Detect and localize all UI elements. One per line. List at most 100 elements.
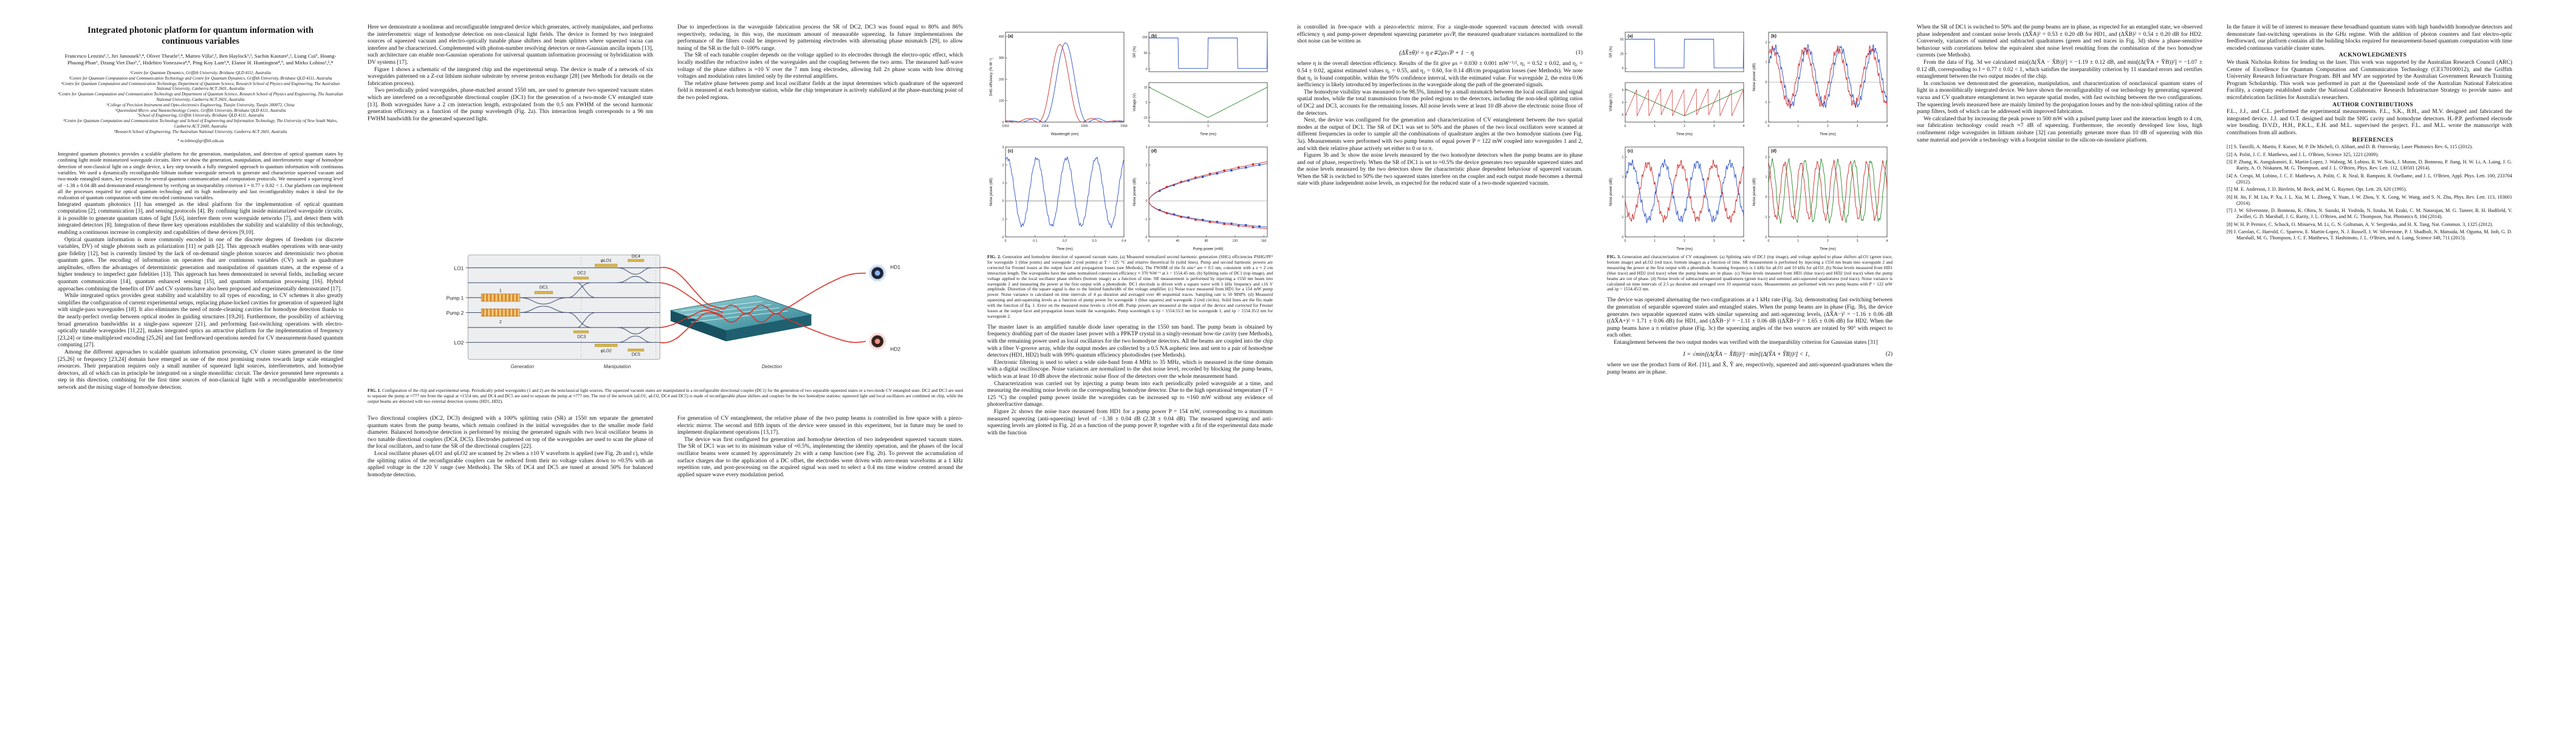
- column-3: Due to imperfections in the waveguide fa…: [677, 24, 963, 714]
- svg-text:160: 160: [1261, 239, 1267, 243]
- ppln-waveguide-1: [481, 293, 520, 302]
- column-8: In the future it will be of interest to …: [2227, 24, 2512, 714]
- svg-text:(c): (c): [1008, 149, 1013, 154]
- svg-text:1: 1: [1207, 125, 1209, 128]
- svg-text:3: 3: [1146, 146, 1148, 149]
- svg-text:-2: -2: [1001, 236, 1004, 239]
- svg-text:0: 0: [1146, 68, 1148, 72]
- corresponding-email: * m.lobino@griffith.edu.au: [177, 138, 224, 143]
- equation-1: (ΔX̂±θ)² = η e∓2μs√P + 1 − η (1): [1297, 50, 1583, 57]
- homodyne-detector-2: [869, 332, 886, 350]
- svg-text:25: 25: [1620, 52, 1624, 56]
- equation-1-body: (ΔX̂±θ)² = η e∓2μs√P + 1 − η: [1399, 49, 1474, 56]
- acknowledgments-text: We thank Nicholas Robins for lending us …: [2227, 59, 2512, 101]
- svg-text:40: 40: [1176, 239, 1179, 243]
- svg-text:-2: -2: [1764, 121, 1767, 125]
- svg-text:1: 1: [1146, 182, 1148, 185]
- reference-item: [3] P. Zhang, K. Aungskunsiri, E. Martin…: [2227, 159, 2512, 171]
- references-heading: REFERENCES: [2352, 137, 2394, 143]
- svg-text:0: 0: [1766, 196, 1767, 199]
- affiliation: ⁹Research School of Engineering, The Aus…: [114, 129, 287, 134]
- fig2-panel-c-noise-trace: 0 0.1 0.2 0.3 0.4 -2 -1 0 1 2 3 Time (ms) Noise powe…: [987, 139, 1128, 252]
- fig1-detection-label: Detection: [762, 364, 783, 369]
- column-6: 0 25 50 SR (%) (a) 0 1 2 3 4 -5 0 5 Time (ms) Voltage…: [1607, 24, 1893, 714]
- paragraph: Next, the device was configured for the …: [1297, 117, 1583, 152]
- paragraph: Figure 1 shows a schematic of the integr…: [368, 66, 653, 87]
- fig1-manipulation-label: Manipulation: [604, 364, 631, 369]
- paragraph: Characterization was carried out by inje…: [987, 380, 1273, 408]
- affiliation: ²Centre for Quantum Computation and Comm…: [69, 75, 332, 81]
- svg-text:100: 100: [1142, 36, 1148, 39]
- svg-text:2: 2: [1622, 156, 1624, 159]
- column-7: When the SR of DC1 is switched to 50% an…: [1917, 24, 2202, 714]
- paragraph: Optical quantum information is more comm…: [58, 236, 343, 292]
- column-2: Here we demonstrate a nonlinear and reco…: [368, 24, 653, 714]
- figure-1-image: LO1 Pump 1 Pump 2 LO2: [368, 238, 963, 386]
- fig3-panel-a-voltage: 0 1 2 3 4 -5 0 5 Time (ms) Voltage (V): [1607, 79, 1748, 137]
- svg-text:Time (ms): Time (ms): [1676, 248, 1693, 252]
- fig2-panel-a-shg-spectrum: 1553 1554 1555 1556 0 100 200 300 400 Wavelength …: [987, 24, 1128, 137]
- figure-3: 0 25 50 SR (%) (a) 0 1 2 3 4 -5 0 5 Time (ms) Voltage…: [1607, 24, 1893, 292]
- figure-1: LO1 Pump 1 Pump 2 LO2: [368, 238, 963, 405]
- svg-text:-1: -1: [1145, 217, 1148, 221]
- svg-text:4: 4: [1743, 239, 1745, 243]
- chip-body: [467, 255, 660, 360]
- paragraph: The SR of each tunable coupler depends o…: [677, 52, 963, 80]
- svg-text:5: 5: [1622, 89, 1624, 92]
- svg-text:1554: 1554: [1041, 125, 1049, 128]
- svg-text:1556: 1556: [1120, 125, 1128, 128]
- fig1-dc2-label: DC2: [577, 271, 586, 275]
- svg-text:0: 0: [1622, 67, 1624, 70]
- svg-text:-1: -1: [1621, 216, 1624, 219]
- svg-text:2: 2: [1267, 125, 1269, 128]
- svg-text:Time (ms): Time (ms): [1676, 133, 1693, 137]
- paragraph: Figures 3b and 3c show the noise levels …: [1297, 152, 1583, 187]
- svg-text:1: 1: [1654, 125, 1656, 128]
- fig3-panel-a-splitting-ratio: 0 25 50 SR (%) (a): [1607, 24, 1748, 79]
- svg-text:0: 0: [1002, 200, 1004, 204]
- svg-text:3: 3: [1713, 239, 1715, 243]
- svg-text:SR (%): SR (%): [1133, 46, 1137, 58]
- svg-text:0: 0: [1766, 81, 1767, 84]
- paragraph: For generation of CV entanglement, the r…: [677, 416, 963, 436]
- svg-text:Time (ms): Time (ms): [1057, 248, 1073, 252]
- svg-text:(a): (a): [1628, 35, 1633, 39]
- homodyne-detector-1: [869, 264, 886, 282]
- svg-text:0.3: 0.3: [1092, 239, 1097, 243]
- figure-2: 1553 1554 1555 1556 0 100 200 300 400 Wavelength …: [987, 24, 1273, 320]
- svg-text:0: 0: [1622, 101, 1624, 104]
- fig2-panel-b-voltage: 0 1 2 -10 0 10 Time (ms) Voltage (V): [1131, 79, 1272, 137]
- svg-text:3: 3: [1713, 125, 1715, 128]
- svg-text:4: 4: [1886, 239, 1888, 243]
- fig1-dc1-label: DC1: [540, 286, 548, 290]
- reference-list: [1] S. Tanzilli, A. Martin, F. Kaiser, M…: [2227, 144, 2512, 241]
- paragraph: From the data of Fig. 3d we calculated m…: [1917, 59, 2202, 80]
- paragraph: The device was first configured for gene…: [677, 436, 963, 478]
- svg-text:0: 0: [1146, 101, 1148, 104]
- svg-text:2: 2: [1684, 125, 1685, 128]
- fig1-phi2-label: φLO2: [601, 349, 612, 353]
- svg-text:3: 3: [1857, 125, 1858, 128]
- paragraph: The device was operated alternating the …: [1607, 297, 1893, 339]
- column-2-bottom: Two directional couplers (DC2, DC3) desi…: [368, 416, 653, 479]
- svg-text:2: 2: [1766, 41, 1767, 44]
- column-3-top: Due to imperfections in the waveguide fa…: [677, 24, 963, 238]
- fig1-pump1-label: Pump 1: [447, 295, 464, 301]
- paragraph: Two periodically poled waveguides, phase…: [368, 87, 653, 122]
- chip-3d-render: [670, 295, 813, 341]
- reference-item: [7] J. W. Silverstone, D. Bonneau, K. Oh…: [2227, 208, 2512, 220]
- svg-text:4: 4: [1743, 125, 1745, 128]
- svg-text:2: 2: [1766, 156, 1767, 159]
- svg-text:-1: -1: [1764, 216, 1767, 219]
- reference-item: [6] H. Jin, F. M. Liu, P. Xu, J. L. Xia,…: [2227, 194, 2512, 206]
- svg-text:Pump power (mW): Pump power (mW): [1193, 248, 1223, 252]
- svg-text:0: 0: [1622, 196, 1624, 199]
- fig2-panel-d-squeezing-vs-power: 0 40 80 120 160 -2 -1 0 1 2 3 Pump power (mW) Noise …: [1131, 139, 1272, 252]
- svg-text:1: 1: [1002, 182, 1004, 185]
- svg-text:Time (ms): Time (ms): [1820, 248, 1836, 252]
- svg-text:2: 2: [1827, 239, 1829, 243]
- phi-lo2-electrode: [594, 344, 618, 347]
- svg-text:-10: -10: [1143, 116, 1148, 120]
- svg-text:120: 120: [1232, 239, 1238, 243]
